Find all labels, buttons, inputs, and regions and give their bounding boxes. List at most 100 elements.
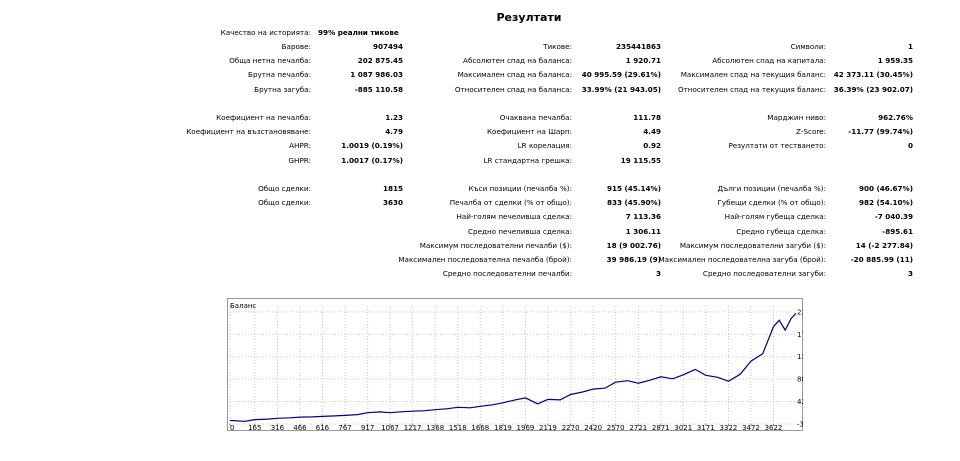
x-tick-label: 2420 xyxy=(584,424,602,431)
x-tick-label: 616 xyxy=(316,424,330,431)
x-tick-label: 1969 xyxy=(517,424,535,431)
stat-value: 1 306.11 xyxy=(625,226,661,236)
stat-value: 3 xyxy=(655,269,661,279)
stat-label: Общо сделки: xyxy=(258,198,311,208)
stat-label: Максимален спад на текущия баланс: xyxy=(680,70,826,80)
stat-value: -20 885.99 (11) xyxy=(850,255,913,264)
x-tick-label: 1819 xyxy=(494,424,512,431)
stat-value: 7 113.36 xyxy=(625,212,661,222)
x-axis-labels: 0 165 316 466 616 767 917 1067 1217 1368 1518 1668 1… xyxy=(230,424,782,431)
stat-label: Барове: xyxy=(281,42,311,51)
stat-value: 833 (45.90%) xyxy=(606,198,661,208)
stat-value: 36.39% (23 902.07) xyxy=(833,84,913,94)
stat-label: Максимален последователна загуба (брой): xyxy=(658,255,826,264)
x-tick-label: 767 xyxy=(338,424,351,431)
x-tick-label: 3322 xyxy=(720,424,738,431)
stat-value: 1815 xyxy=(382,184,403,193)
stat-label: Средно последователни загуби: xyxy=(702,269,826,279)
x-tick-label: 2721 xyxy=(629,424,647,431)
stat-label: Най-голям печеливша сделка: xyxy=(456,212,572,222)
x-tick-label: 0 xyxy=(230,424,234,431)
stat-value: 19 115.55 xyxy=(620,155,661,165)
stat-value: 982 (54.10%) xyxy=(858,198,913,208)
stat-value: 3630 xyxy=(382,198,403,208)
stat-value: 915 (45.14%) xyxy=(606,184,661,193)
y-tick-label: 225028 xyxy=(797,308,803,316)
report-title: Резултати xyxy=(496,11,562,24)
x-tick-label: 2119 xyxy=(539,424,557,431)
stat-label: Дълги позиции (печалба %): xyxy=(717,184,826,193)
stat-value: 14 (-2 277.84) xyxy=(855,240,913,250)
chart-title: Баланс xyxy=(230,302,256,310)
stat-label: Максимален последователна печалба (брой)… xyxy=(398,255,572,264)
stat-label: LR стандартна грешка: xyxy=(483,155,572,165)
stat-value: -11.77 (99.74%) xyxy=(848,127,913,137)
stat-label: Коефициент на печалба: xyxy=(216,113,311,122)
stat-label: Абсолютен спад на капитала: xyxy=(712,56,826,66)
stat-label: Губещи сделки (% от общо): xyxy=(717,198,826,208)
stat-value: 1.0017 (0.17%) xyxy=(341,155,403,165)
history-quality-label: Качество на историята: xyxy=(220,28,311,37)
chart-axes xyxy=(229,424,774,426)
stat-label: LR корелация: xyxy=(517,141,572,151)
stat-label: Коефициент на възстановяване: xyxy=(186,127,311,137)
x-tick-label: 2871 xyxy=(652,424,670,431)
stat-value: 1.0019 (0.19%) xyxy=(341,141,403,151)
stat-label: Къси позиции (печалба %): xyxy=(468,184,572,193)
stat-value: 0.92 xyxy=(643,141,661,151)
stat-value: 1 087 986.03 xyxy=(350,70,403,80)
stat-label: Относителен спад на текущия баланс: xyxy=(677,84,826,94)
x-tick-label: 917 xyxy=(361,424,374,431)
stat-label: Средно губеща сделка: xyxy=(736,226,826,236)
y-tick-label: 42585 xyxy=(797,398,803,406)
x-tick-label: 1368 xyxy=(426,424,444,431)
stat-label: Максимум последователни печалби ($): xyxy=(419,240,572,250)
x-tick-label: 165 xyxy=(248,424,261,431)
x-tick-label: 3171 xyxy=(697,424,715,431)
stat-value: 4.79 xyxy=(385,127,403,137)
stat-value: 900 (46.67%) xyxy=(858,184,913,193)
stat-label: Резултати от тестването: xyxy=(728,141,826,151)
balance-chart: 225028 179417 133807 88196 42585 -3026 0 165 31… xyxy=(227,298,803,431)
stat-label: Z-Score: xyxy=(796,127,826,137)
stat-label: Брутна печалба: xyxy=(248,70,311,80)
stat-value: 33.99% (21 943.05) xyxy=(581,84,661,94)
x-tick-label: 3622 xyxy=(765,424,783,431)
stat-label: Абсолютен спад на баланса: xyxy=(463,56,572,66)
stat-value: 202 875.45 xyxy=(357,56,403,66)
x-tick-label: 2270 xyxy=(562,424,580,431)
y-tick-label: 179417 xyxy=(797,331,803,339)
stat-value: 111.78 xyxy=(633,113,661,122)
stat-value: 907494 xyxy=(372,42,403,51)
x-tick-label: 1668 xyxy=(471,424,489,431)
stat-value: 18 (9 002.76) xyxy=(606,240,661,250)
stat-value: 1.23 xyxy=(385,113,403,122)
stat-value: -895.61 xyxy=(882,226,913,236)
stat-value: 42 373.11 (30.45%) xyxy=(833,70,913,80)
stat-label: Символи: xyxy=(790,42,826,51)
stat-label: GHPR: xyxy=(288,155,311,165)
x-tick-label: 2570 xyxy=(607,424,625,431)
stat-label: Коефициент на Шарп: xyxy=(486,127,572,137)
stat-value: 235441863 xyxy=(615,42,661,51)
x-tick-label: 1518 xyxy=(449,424,467,431)
stat-label: Максимален спад на баланса: xyxy=(457,70,572,80)
y-tick-label: -3026 xyxy=(797,421,803,429)
stat-label: Брутна загуба: xyxy=(254,84,311,94)
stat-label: AHPR: xyxy=(289,141,311,151)
stat-value: 1 xyxy=(907,42,913,51)
stat-value: 4.49 xyxy=(643,127,661,137)
stat-label: Относителен спад на баланса: xyxy=(454,84,572,94)
x-tick-label: 3472 xyxy=(742,424,760,431)
stat-label: Очаквана печалба: xyxy=(499,113,572,122)
stat-label: Марджин ниво: xyxy=(767,113,826,122)
history-quality-value: 99% реални тикове xyxy=(318,28,399,37)
stat-value: -7 040.39 xyxy=(874,212,913,222)
x-tick-label: 466 xyxy=(293,424,307,431)
stat-label: Средно последователни печалби: xyxy=(442,269,572,279)
x-tick-label: 316 xyxy=(271,424,285,431)
chart-frame xyxy=(227,298,803,431)
stat-label: Най-голям губеща сделка: xyxy=(724,212,826,222)
stat-value: 1 959.35 xyxy=(877,56,913,66)
y-axis-labels: 225028 179417 133807 88196 42585 -3026 xyxy=(797,308,803,428)
